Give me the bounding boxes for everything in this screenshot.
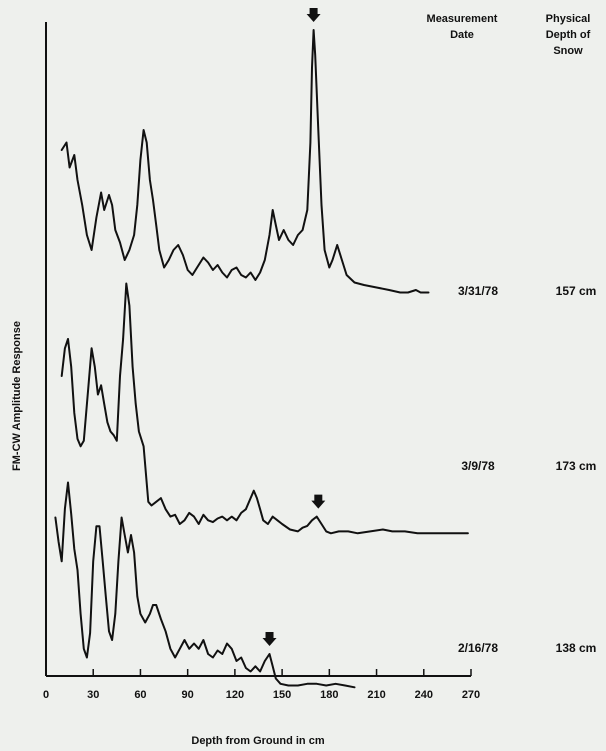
header-depth-line: Physical: [546, 13, 591, 25]
physical-depth: 173 cm: [556, 459, 597, 473]
x-tick-label: 210: [367, 689, 385, 701]
axes: 0 30 60 90 120 150 180 210 240 270: [43, 22, 480, 701]
physical-depth: 157 cm: [556, 284, 597, 298]
x-tick-label: 0: [43, 689, 49, 701]
peak-marker-arrow: [311, 495, 325, 509]
row-labels: 3/31/78 157 cm 3/9/78 173 cm 2/16/78 138 cm: [458, 284, 596, 655]
measurement-date: 2/16/78: [458, 641, 498, 655]
traces: [55, 30, 468, 687]
trace-2-16-78: [55, 483, 354, 688]
x-axis-title: Depth from Ground in cm: [191, 735, 324, 747]
y-axis-title: FM-CW Amplitude Response: [11, 321, 23, 471]
header-depth-line: Depth of: [546, 29, 591, 41]
x-tick-label: 240: [415, 689, 433, 701]
x-tick-label: 180: [320, 689, 338, 701]
x-tick-label: 270: [462, 689, 480, 701]
peak-marker-arrow: [307, 8, 321, 22]
peak-marker-arrow: [263, 632, 277, 646]
header-date-line: Measurement: [427, 13, 498, 25]
column-headers: Measurement Date Physical Depth of Snow: [427, 13, 591, 57]
x-tick-label: 30: [87, 689, 99, 701]
measurement-date: 3/31/78: [458, 284, 498, 298]
header-depth-line: Snow: [553, 45, 583, 57]
x-tick-label: 120: [226, 689, 244, 701]
trace-3-31-78: [62, 30, 429, 293]
trace-3-9-78: [62, 284, 468, 534]
peak-markers: [263, 8, 326, 646]
x-tick-label: 150: [273, 689, 291, 701]
physical-depth: 138 cm: [556, 641, 597, 655]
x-tick-label: 90: [182, 689, 194, 701]
measurement-date: 3/9/78: [461, 459, 495, 473]
header-date-line: Date: [450, 29, 474, 41]
x-tick-label: 60: [134, 689, 146, 701]
